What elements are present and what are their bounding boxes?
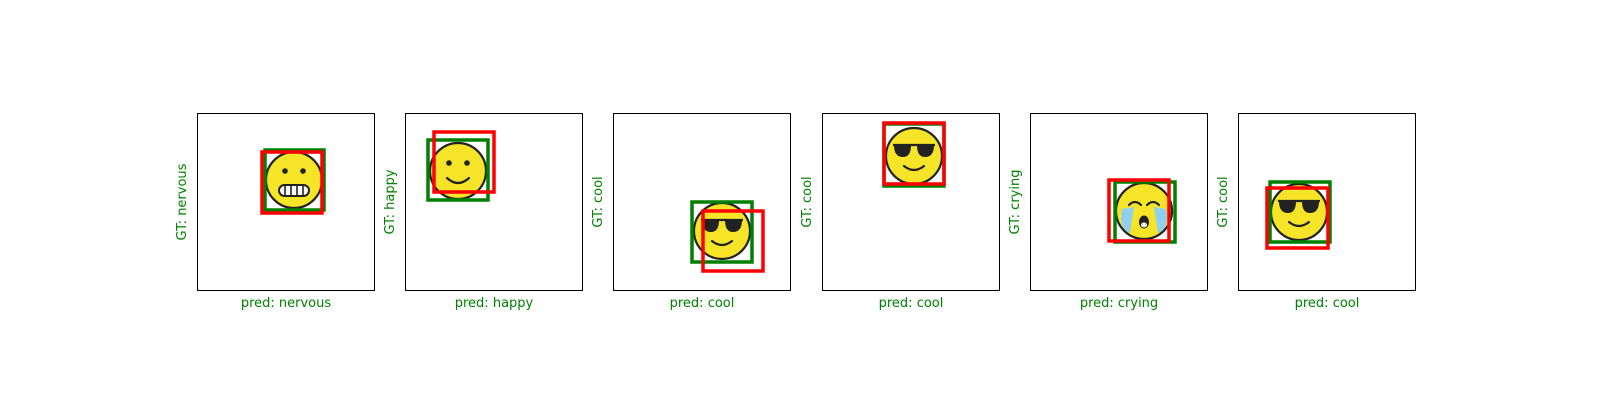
image-panel xyxy=(822,113,1000,291)
panel-canvas xyxy=(690,200,765,273)
pred-label: pred: cool xyxy=(1294,296,1360,311)
panel-canvas xyxy=(260,148,326,215)
gt-label: GT: crying xyxy=(1008,169,1023,235)
prediction-box xyxy=(1265,186,1330,250)
nervous-face-icon xyxy=(264,150,324,210)
ground-truth-box xyxy=(690,200,754,264)
image-panel xyxy=(1238,113,1416,291)
image-panel xyxy=(1030,113,1208,291)
prediction-box xyxy=(260,150,324,215)
cool-face-icon xyxy=(1269,182,1329,242)
pred-label: pred: cool xyxy=(878,296,944,311)
prediction-box xyxy=(701,209,765,273)
gt-label: GT: cool xyxy=(800,176,815,228)
crying-face-icon xyxy=(1114,181,1174,241)
cool-face-icon xyxy=(692,201,752,261)
prediction-box xyxy=(432,130,496,194)
gt-label: GT: cool xyxy=(591,176,606,228)
ground-truth-box xyxy=(263,148,326,212)
pred-label: pred: cool xyxy=(669,296,735,311)
image-panel xyxy=(405,113,583,291)
panel-canvas xyxy=(426,130,496,202)
panel-canvas xyxy=(1107,178,1177,244)
ground-truth-box xyxy=(1268,180,1332,244)
image-panel xyxy=(613,113,791,291)
pred-label: pred: crying xyxy=(1079,296,1159,311)
cool-face-icon xyxy=(884,126,944,186)
pred-label: pred: happy xyxy=(454,296,534,311)
prediction-box xyxy=(1107,178,1171,243)
gt-label: GT: happy xyxy=(383,169,398,235)
gt-label: GT: cool xyxy=(1216,176,1231,228)
pred-label: pred: nervous xyxy=(240,296,332,311)
ground-truth-box xyxy=(426,138,490,202)
prediction-box xyxy=(882,121,946,186)
panel-canvas xyxy=(882,121,946,188)
panel-canvas xyxy=(1265,180,1332,250)
image-panel xyxy=(197,113,375,291)
gt-label: GT: nervous xyxy=(175,163,190,241)
happy-face-icon xyxy=(428,141,488,201)
